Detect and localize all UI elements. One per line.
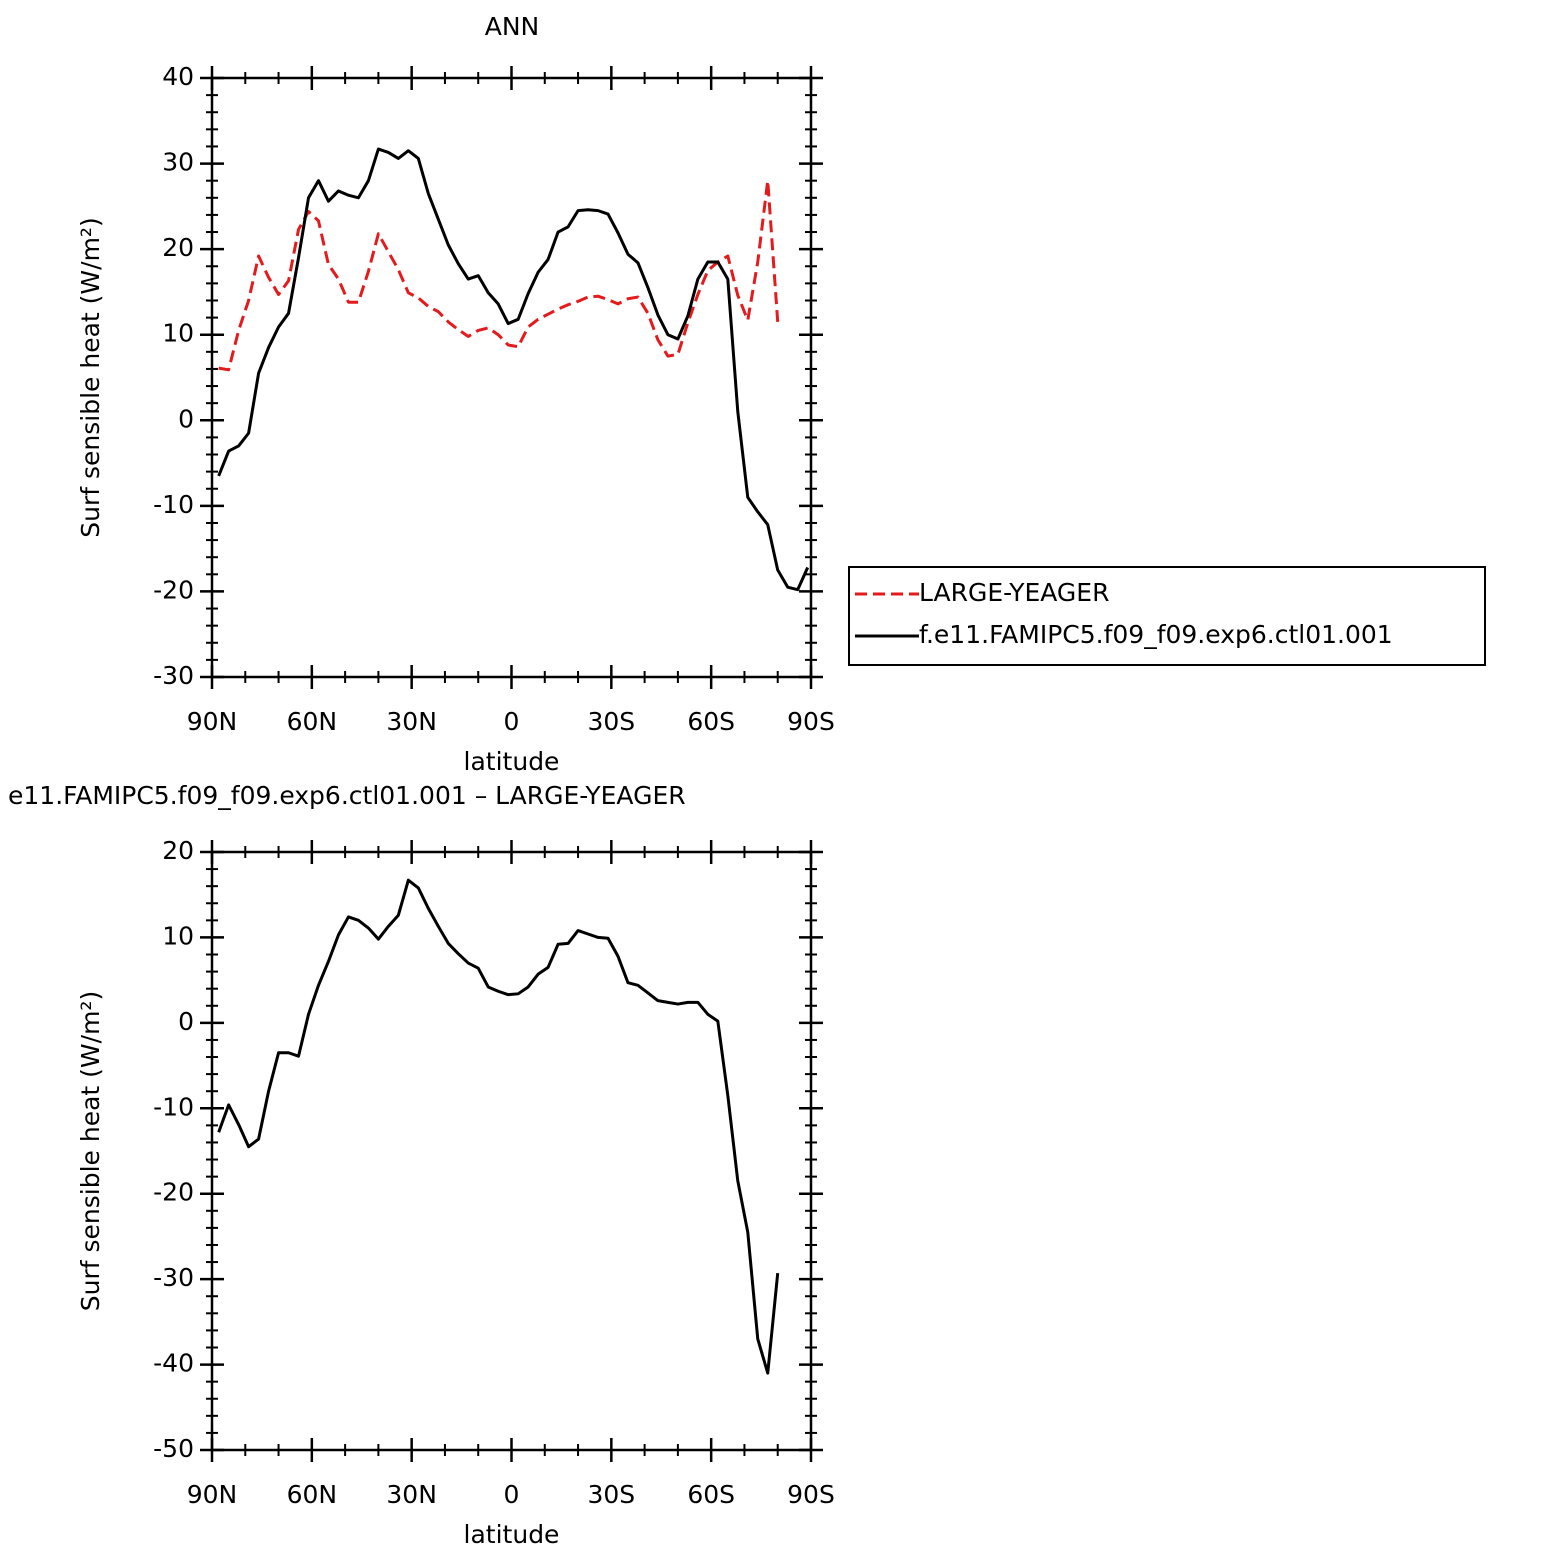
y-tick-label: 40: [162, 62, 194, 91]
y-tick-label: 20: [162, 836, 194, 865]
y-tick-label: -30: [153, 1263, 194, 1292]
y-tick-label: 10: [162, 319, 194, 348]
y-tick-label: -40: [153, 1349, 194, 1378]
x-tick-label: 90S: [787, 1480, 835, 1509]
x-tick-label: 90N: [187, 1480, 238, 1509]
plot-frame: [210, 850, 813, 1452]
x-tick-label: 60S: [687, 707, 735, 736]
x-axis-label: latitude: [464, 747, 560, 776]
y-axis-label: Surf sensible heat (W/m²): [76, 991, 105, 1311]
y-tick-label: -20: [153, 575, 194, 604]
x-tick-label: 60N: [287, 1480, 338, 1509]
legend-label: LARGE-YEAGER: [919, 578, 1109, 607]
chart-title: ANN: [485, 12, 540, 41]
x-tick-label: 30S: [587, 707, 635, 736]
x-tick-label: 60N: [287, 707, 338, 736]
y-tick-label: -10: [153, 1092, 194, 1121]
y-tick-label: -30: [153, 661, 194, 690]
y-axis-label: Surf sensible heat (W/m²): [76, 217, 105, 537]
x-tick-label: 30N: [386, 1480, 437, 1509]
x-tick-label: 0: [504, 707, 520, 736]
y-tick-label: 30: [162, 148, 194, 177]
x-axis-label: latitude: [464, 1520, 560, 1549]
x-tick-label: 90S: [787, 707, 835, 736]
y-tick-label: 0: [178, 1007, 194, 1036]
plot-frame: [210, 76, 813, 679]
y-tick-label: 0: [178, 404, 194, 433]
x-tick-label: 30S: [587, 1480, 635, 1509]
series-line: [218, 179, 780, 372]
chart-title: e11.FAMIPC5.f09_f09.exp6.ctl01.001 – LAR…: [8, 781, 686, 810]
series-line: [217, 878, 780, 1375]
y-tick-label: -10: [153, 490, 194, 519]
x-tick-label: 60S: [687, 1480, 735, 1509]
x-tick-label: 0: [504, 1480, 520, 1509]
legend-label: f.e11.FAMIPC5.f09_f09.exp6.ctl01.001: [919, 620, 1393, 649]
x-tick-label: 90N: [187, 707, 238, 736]
x-tick-label: 30N: [386, 707, 437, 736]
y-tick-label: -20: [153, 1178, 194, 1207]
series-line: [217, 147, 810, 592]
legend-box: [848, 566, 1486, 666]
y-tick-label: 20: [162, 233, 194, 262]
y-tick-label: -50: [153, 1434, 194, 1463]
y-tick-label: 10: [162, 921, 194, 950]
